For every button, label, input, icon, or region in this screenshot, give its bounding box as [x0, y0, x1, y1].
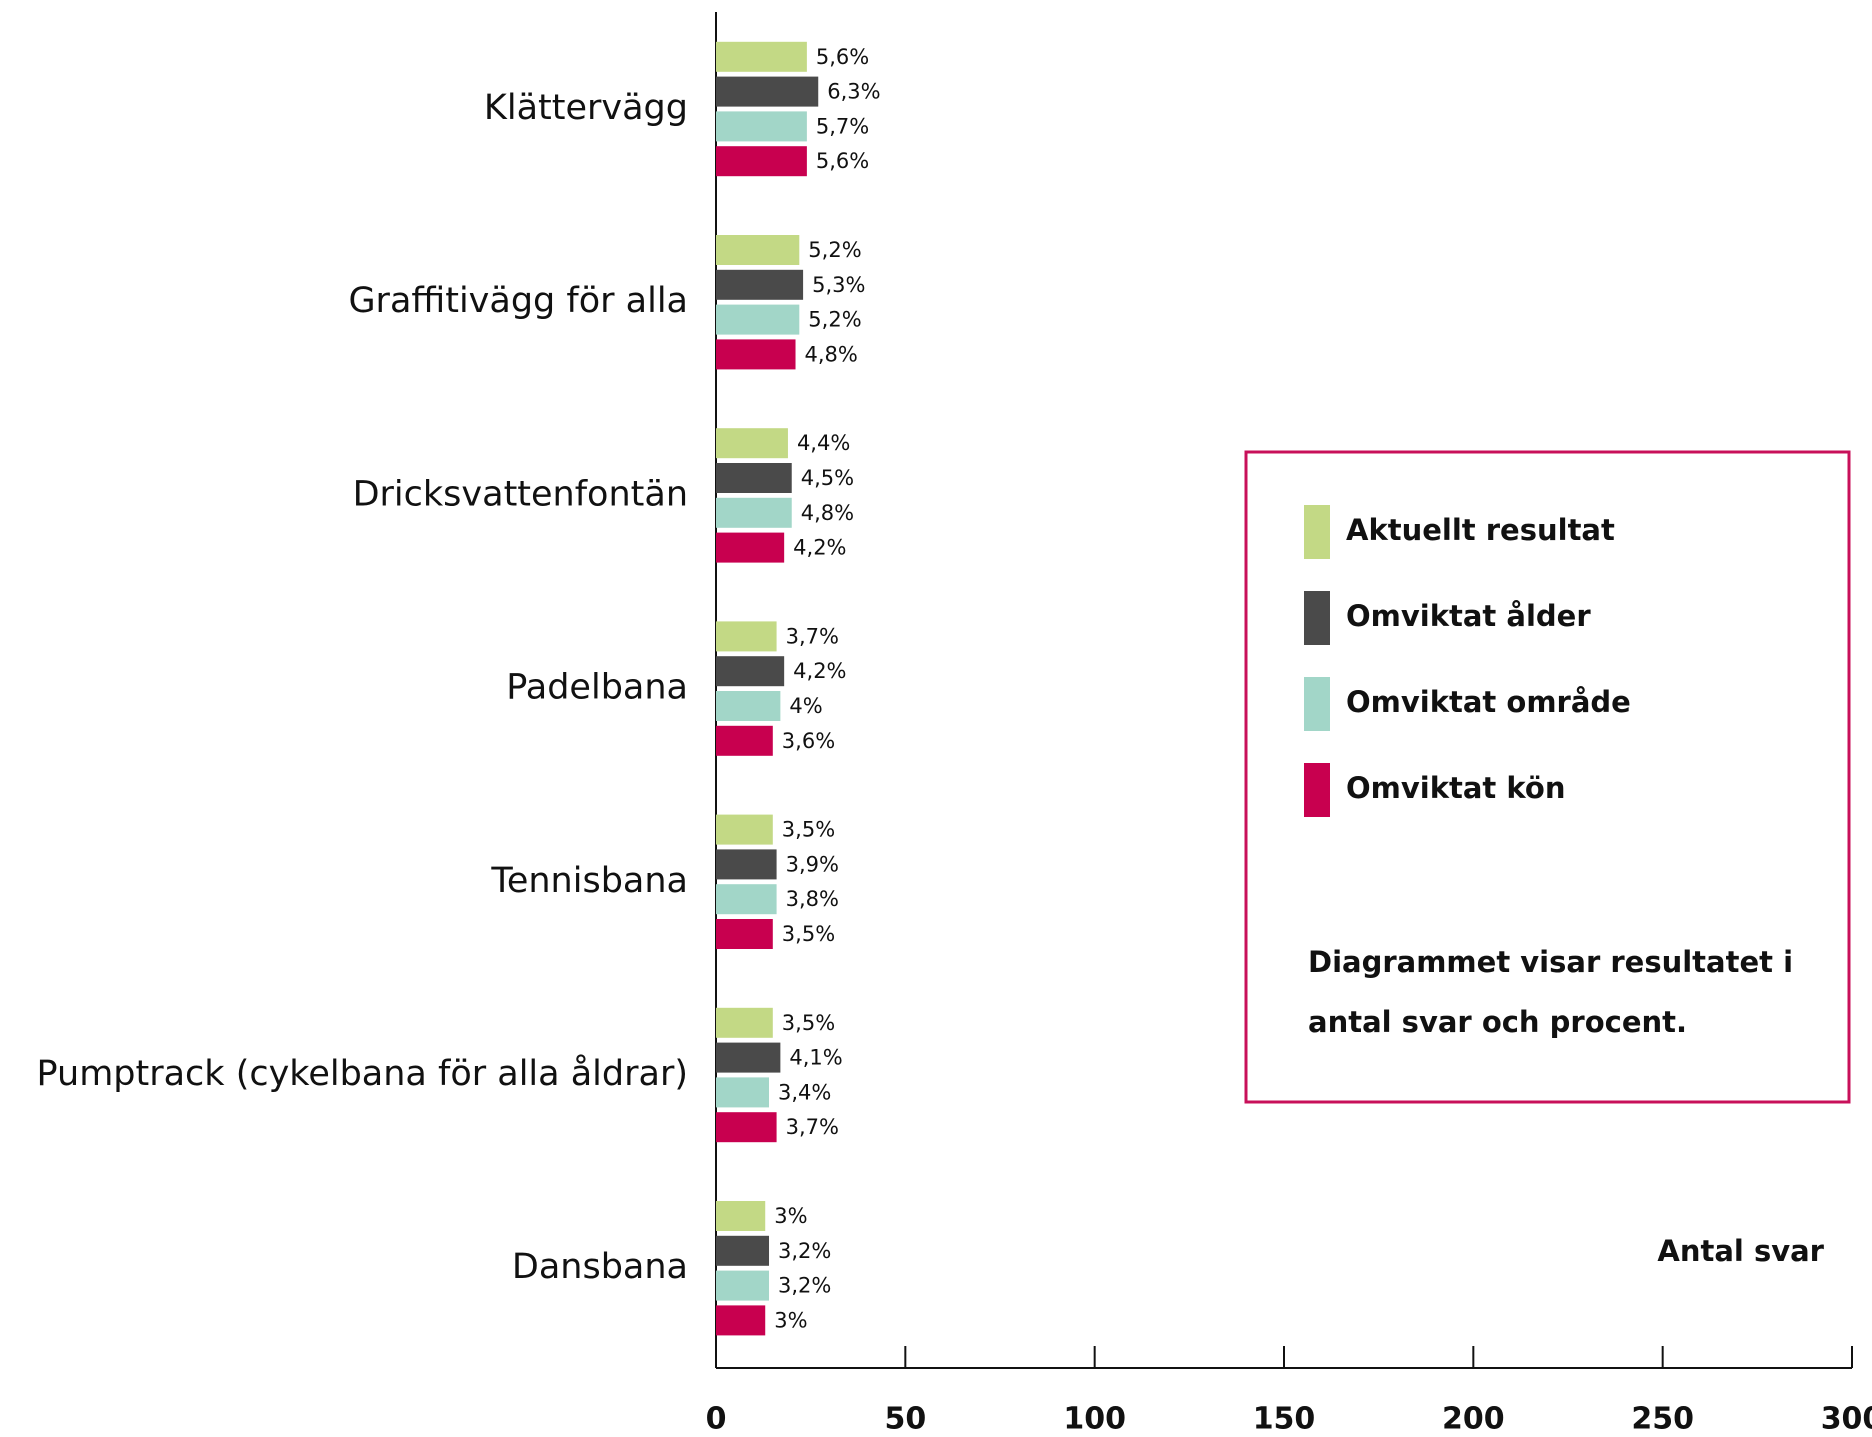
bar [716, 1042, 781, 1073]
bar [716, 111, 807, 142]
category-label: Tennisbana [490, 861, 688, 901]
value-label: 3,9% [786, 852, 839, 876]
bar [716, 621, 777, 652]
bar [716, 1305, 766, 1336]
x-tick-label: 100 [1063, 1402, 1126, 1437]
x-tick-label: 200 [1442, 1402, 1505, 1437]
x-tick-label: 0 [706, 1402, 727, 1437]
bar [716, 884, 777, 915]
value-label: 3,5% [782, 922, 835, 946]
legend-swatch [1304, 505, 1330, 559]
value-label: 3,6% [782, 729, 835, 753]
category-label: Dansbana [512, 1247, 688, 1287]
value-label: 4,2% [793, 659, 846, 683]
note: antal svar och procent. [1308, 1005, 1687, 1039]
value-label: 5,2% [808, 308, 861, 332]
value-label: 3,7% [786, 1115, 839, 1139]
bar [716, 428, 788, 459]
bar [716, 1077, 770, 1108]
value-label: 3,5% [782, 818, 835, 842]
legend-label: Omviktat område [1346, 685, 1631, 719]
legend-swatch [1304, 677, 1330, 731]
value-label: 3,7% [786, 624, 839, 648]
category-label: Graffitivägg för alla [348, 281, 688, 321]
value-label: 4,2% [793, 536, 846, 560]
value-label: 4,5% [801, 466, 854, 490]
value-label: 4,1% [789, 1046, 842, 1070]
note: Diagrammet visar resultatet i [1308, 945, 1793, 979]
bar [716, 304, 800, 335]
bar [716, 269, 804, 300]
value-label: 4,4% [797, 431, 850, 455]
value-label: 5,2% [808, 238, 861, 262]
legend-swatch [1304, 591, 1330, 645]
value-label: 3,2% [778, 1239, 831, 1263]
bar [716, 1112, 777, 1143]
bar [716, 691, 781, 721]
bar [716, 1007, 773, 1038]
bar [716, 814, 773, 845]
bar [716, 76, 819, 107]
x-tick-label: 250 [1631, 1402, 1694, 1437]
x-tick-label: 50 [884, 1402, 926, 1437]
x-axis-label: Antal svar [1657, 1234, 1824, 1268]
value-label: 3,4% [778, 1080, 831, 1104]
value-label: 4% [789, 694, 822, 718]
value-label: 3% [774, 1308, 807, 1332]
bar [716, 919, 773, 949]
legend-label: Omviktat kön [1346, 771, 1565, 805]
value-label: 5,6% [816, 45, 869, 69]
bar [716, 41, 807, 72]
value-label: 5,7% [816, 114, 869, 138]
bar [716, 1270, 770, 1301]
x-tick-label: 150 [1253, 1402, 1316, 1437]
category-label: Pumptrack (cykelbana för alla åldrar) [37, 1053, 688, 1094]
bar [716, 532, 785, 563]
bar [716, 1201, 766, 1231]
bar [716, 146, 807, 177]
bar [716, 463, 792, 493]
category-label: Dricksvattenfontän [353, 474, 688, 514]
value-label: 5,6% [816, 149, 869, 173]
legend-box [1244, 450, 1851, 1104]
legend-swatch [1304, 763, 1330, 817]
value-label: 3,2% [778, 1274, 831, 1298]
bar [716, 339, 796, 370]
bar [716, 497, 792, 528]
value-label: 5,3% [812, 273, 865, 297]
x-tick-label: 300 [1821, 1402, 1872, 1437]
value-label: 3,5% [782, 1011, 835, 1035]
bar [716, 725, 773, 756]
bar [716, 235, 800, 265]
value-label: 6,3% [827, 80, 880, 104]
legend-label: Omviktat ålder [1346, 599, 1591, 633]
bar [716, 656, 785, 687]
category-label: Klättervägg [484, 88, 688, 128]
value-label: 4,8% [801, 501, 854, 525]
value-label: 3,8% [786, 887, 839, 911]
bar [716, 849, 777, 880]
bar [716, 1235, 770, 1266]
category-label: Padelbana [506, 668, 688, 708]
legend-label: Aktuellt resultat [1346, 513, 1615, 547]
value-label: 3% [774, 1204, 807, 1228]
value-label: 4,8% [805, 342, 858, 366]
